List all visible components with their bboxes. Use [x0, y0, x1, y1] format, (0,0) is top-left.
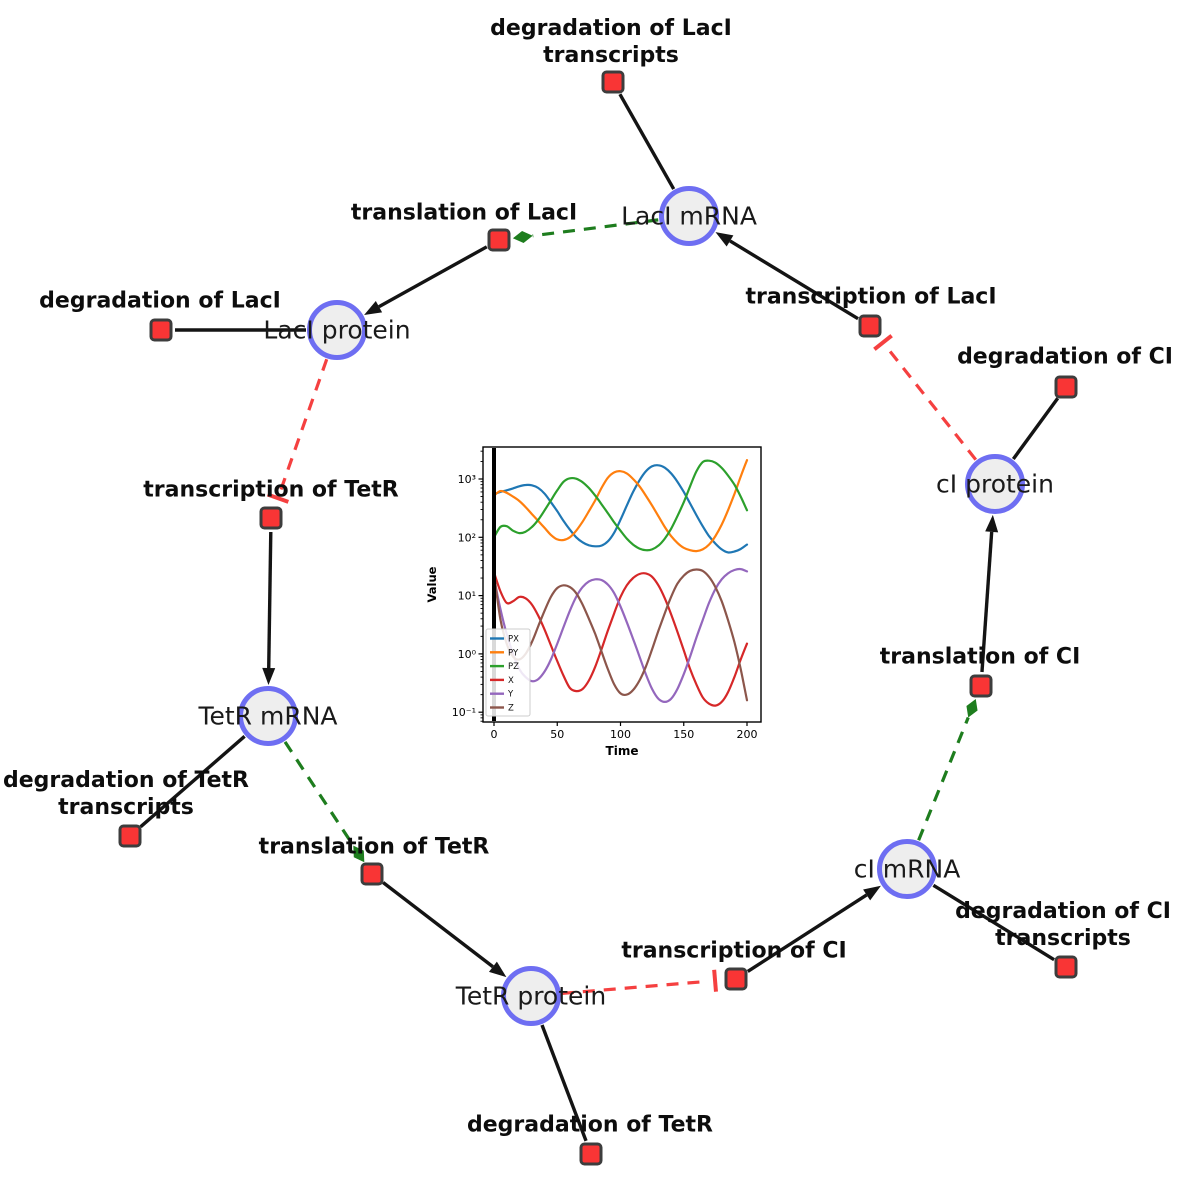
species-label-laci-protein: LacI protein	[263, 315, 411, 345]
edge-laci-mrna-translation-laci	[532, 218, 659, 238]
edge-transcription-laci-laci-mrna	[729, 239, 859, 321]
species-label-laci-mrna: LacI mRNA	[621, 201, 757, 231]
edge-laci-protein-transcription-tetr-tbar	[266, 492, 289, 504]
series-Y	[492, 567, 749, 704]
legend-entry-Z: Z	[508, 704, 514, 714]
y-tick-label: 10¹	[458, 590, 476, 603]
x-tick-label: 150	[673, 728, 694, 741]
edge-tetr-protein-transcription-ci	[561, 979, 709, 996]
reaction-node-transcription-laci	[858, 314, 882, 338]
reaction-node-deg-ci-transcripts	[1054, 955, 1078, 979]
series-PY	[492, 459, 749, 553]
species-label-tetr-protein: TetR protein	[455, 981, 607, 1011]
x-axis-label: Time	[606, 744, 639, 758]
reaction-node-deg-laci	[149, 318, 173, 342]
edge-laci-mrna-translation-laci-diamond	[512, 231, 533, 243]
y-tick-label: 10⁰	[458, 648, 477, 661]
series-PZ	[492, 459, 749, 552]
edge-transcription-ci-ci-mrna	[746, 893, 868, 973]
reaction-node-translation-laci	[487, 228, 511, 252]
edge-translation-laci-laci-protein-arrowhead	[364, 301, 383, 315]
edge-translation-ci-ci-protein-arrowhead	[985, 514, 999, 533]
edge-ci-mrna-translation-ci	[917, 716, 970, 841]
legend: PX PY PZ XYZ	[485, 628, 531, 717]
y-tick-label: 10⁻¹	[452, 706, 476, 719]
series-X	[492, 571, 749, 707]
species-node-laci-mrna	[659, 186, 719, 246]
edge-translation-tetr-tetr-protein-arrowhead	[488, 961, 507, 978]
legend-entry-X: X	[508, 676, 514, 686]
reaction-node-translation-ci	[969, 674, 993, 698]
edge-translation-tetr-tetr-protein	[382, 881, 494, 969]
edge-transcription-tetr-tetr-mrna-arrowhead	[262, 667, 276, 686]
species-label-tetr-mrna: TetR mRNA	[198, 701, 338, 731]
species-node-tetr-mrna	[238, 686, 298, 746]
species-node-ci-protein	[965, 454, 1025, 514]
edge-ci-protein-transcription-laci	[886, 346, 978, 461]
species-node-ci-mrna	[877, 839, 937, 899]
x-tick-label: 0	[491, 728, 498, 741]
edge-ci-mrna-deg-ci-transcripts	[932, 883, 1055, 962]
x-tick-label: 50	[550, 728, 564, 741]
reaction-node-deg-laci-transcripts	[601, 70, 625, 94]
inset-chart: 0 50 100 150 200 10⁻¹ 10⁰ 10¹ 10² 10³ Time Value PX P…	[424, 432, 784, 762]
reaction-node-transcription-tetr	[259, 506, 283, 530]
edge-transcription-tetr-tetr-mrna	[267, 531, 273, 669]
edge-tetr-protein-deg-tetr	[540, 1024, 588, 1142]
reaction-node-deg-tetr-transcripts	[118, 824, 142, 848]
y-axis-label: Value	[425, 566, 439, 602]
series-PX	[492, 464, 749, 554]
legend-entry-PX: PX	[508, 635, 519, 645]
species-node-tetr-protein	[501, 966, 561, 1026]
y-tick-label: 10²	[458, 531, 476, 544]
edge-ci-protein-transcription-laci-tbar	[873, 334, 893, 351]
edge-ci-mrna-translation-ci-diamond	[966, 698, 978, 718]
edge-laci-protein-transcription-tetr	[278, 358, 329, 493]
y-tick-label: 10³	[458, 473, 476, 486]
reaction-node-deg-tetr	[579, 1142, 603, 1166]
edge-translation-laci-laci-protein	[378, 245, 488, 309]
edge-transcription-laci-laci-mrna-arrowhead	[715, 232, 734, 247]
edge-tetr-protein-transcription-ci-tbar	[712, 969, 718, 992]
edge-translation-ci-ci-protein	[980, 531, 994, 673]
reaction-node-translation-tetr	[360, 862, 384, 886]
series-Z	[492, 568, 749, 702]
edge-transcription-ci-ci-mrna-arrowhead	[863, 885, 881, 901]
reaction-node-deg-ci	[1054, 375, 1078, 399]
edge-ci-protein-deg-ci	[1011, 397, 1060, 460]
legend-entry-PY: PY	[508, 648, 519, 658]
chart-frame	[482, 446, 762, 723]
simulation-plot: 0 50 100 150 20010⁻¹10⁰10¹10²10³TimeValuePXP…	[425, 446, 762, 758]
edge-laci-mrna-deg-laci-transcripts	[618, 93, 676, 190]
species-node-laci-protein	[307, 300, 367, 360]
species-label-ci-protein: cI protein	[936, 469, 1054, 499]
legend-entry-PZ: PZ	[508, 662, 519, 672]
edge-tetr-mrna-deg-tetr-transcripts	[139, 735, 246, 829]
edge-tetr-mrna-translation-tetr-diamond	[353, 845, 365, 863]
x-tick-label: 100	[610, 728, 631, 741]
x-tick-label: 200	[737, 728, 758, 741]
legend-entry-Y: Y	[507, 690, 514, 700]
species-label-ci-mrna: cI mRNA	[853, 854, 961, 884]
reaction-node-transcription-ci	[724, 967, 748, 991]
